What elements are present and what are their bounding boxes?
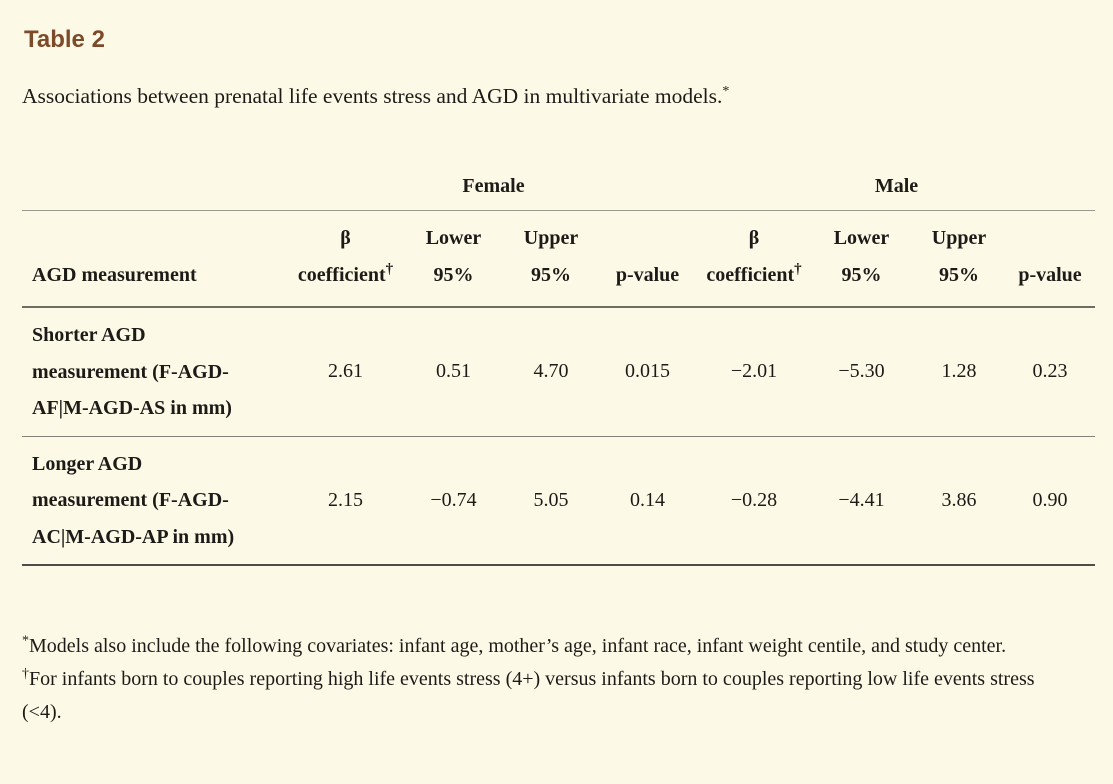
header-text: 95% <box>433 264 474 286</box>
footnote-models-covariates: *Models also include the following covar… <box>22 630 1078 663</box>
header-line: Upper <box>913 220 1005 257</box>
header-text: p-value <box>615 264 680 286</box>
cell-value: 5.05 <box>533 488 569 511</box>
header-text: β <box>748 227 760 249</box>
header-text: Upper <box>523 227 579 249</box>
column-header-upper95-female: Upper 95% <box>505 210 597 308</box>
cell-value: 2.61 <box>328 360 363 383</box>
header-line: Upper <box>505 220 597 257</box>
cell-value: −5.30 <box>838 360 885 383</box>
cell-value: 4.70 <box>533 360 569 383</box>
column-header-upper95-male: Upper 95% <box>913 210 1005 308</box>
header-text: 95% <box>939 264 979 286</box>
column-header-lower95-male: Lower 95% <box>810 210 913 308</box>
cell-value: −0.28 <box>730 488 778 511</box>
header-text: p-value <box>1018 264 1082 286</box>
header-text: 95% <box>841 264 882 286</box>
table-row-shorter-agd: Shorter AGD measurement (F-AGD-AF|M-AGD-… <box>22 307 1095 436</box>
header-text: β <box>340 227 351 249</box>
dagger-footnote-marker: † <box>22 666 29 682</box>
article-table-section: Table 2 Associations between prenatal li… <box>22 26 1095 729</box>
caption-text: Associations between prenatal life event… <box>22 84 723 108</box>
row-label: Longer AGD measurement (F-AGD-AC|M-AGD-A… <box>32 452 235 548</box>
header-text: Lower <box>425 227 482 249</box>
header-line: Lower <box>402 220 505 257</box>
table-row-longer-agd: Longer AGD measurement (F-AGD-AC|M-AGD-A… <box>22 436 1095 565</box>
header-line: 95% <box>913 257 1005 294</box>
header-text: Lower <box>833 227 890 249</box>
cell-value: 2.15 <box>328 488 363 511</box>
footnotes-block: *Models also include the following covar… <box>22 630 1078 729</box>
column-header-pvalue-female: p-value <box>597 210 698 308</box>
header-line: p-value <box>1005 257 1095 294</box>
cell-value: −2.01 <box>730 360 778 383</box>
cell-value: 0.23 <box>1032 360 1068 383</box>
cell-value: −4.41 <box>838 488 885 511</box>
cell-value: −0.74 <box>430 488 477 511</box>
footnote-text: Models also include the following covari… <box>29 635 1007 657</box>
asterisk-footnote-marker: * <box>22 633 29 649</box>
header-line: coefficient† <box>289 257 402 294</box>
header-line: β <box>698 220 810 257</box>
cell-value: 1.28 <box>941 360 977 383</box>
group-header-stub <box>22 165 289 211</box>
header-line: 95% <box>402 257 505 294</box>
cell-value: 0.015 <box>625 360 670 383</box>
dagger-footnote-marker: † <box>794 261 802 278</box>
column-header-beta-coefficient-female: β coefficient† <box>289 210 402 308</box>
row-label: Shorter AGD measurement (F-AGD-AF|M-AGD-… <box>32 324 232 419</box>
header-line: 95% <box>505 257 597 294</box>
group-header-female: Female <box>289 165 698 211</box>
cell-value: 0.14 <box>630 488 665 511</box>
sex-group-header-row: Female Male <box>22 165 1095 211</box>
asterisk-footnote-marker: * <box>722 83 730 99</box>
column-header-row: AGD measurement β coefficient† Lower 95%… <box>22 210 1095 308</box>
column-header-agd-measurement: AGD measurement <box>22 210 289 308</box>
header-line: p-value <box>597 257 698 294</box>
column-header-beta-coefficient-male: β coefficient† <box>698 210 810 308</box>
header-line: β <box>289 220 402 257</box>
header-line: Lower <box>810 220 913 257</box>
table-caption: Associations between prenatal life event… <box>22 84 1095 109</box>
cell-value: 0.90 <box>1032 488 1068 511</box>
dagger-footnote-marker: † <box>385 261 394 278</box>
header-line: 95% <box>810 257 913 294</box>
footnote-stress-definition: †For infants born to couples reporting h… <box>22 663 1078 729</box>
header-line: coefficient† <box>698 257 810 294</box>
header-text: coefficient <box>297 264 386 286</box>
header-text: Upper <box>931 227 987 249</box>
cell-value: 0.51 <box>436 360 471 383</box>
header-text: coefficient <box>706 264 795 286</box>
results-table: Female Male AGD measurement β coefficien… <box>22 165 1095 566</box>
footnote-text: For infants born to couples reporting hi… <box>22 668 1035 723</box>
column-header-lower95-female: Lower 95% <box>402 210 505 308</box>
header-text: 95% <box>531 264 571 286</box>
column-header-pvalue-male: p-value <box>1005 210 1095 308</box>
cell-value: 3.86 <box>941 488 977 511</box>
group-header-male: Male <box>698 165 1095 211</box>
table-title: Table 2 <box>24 26 105 53</box>
